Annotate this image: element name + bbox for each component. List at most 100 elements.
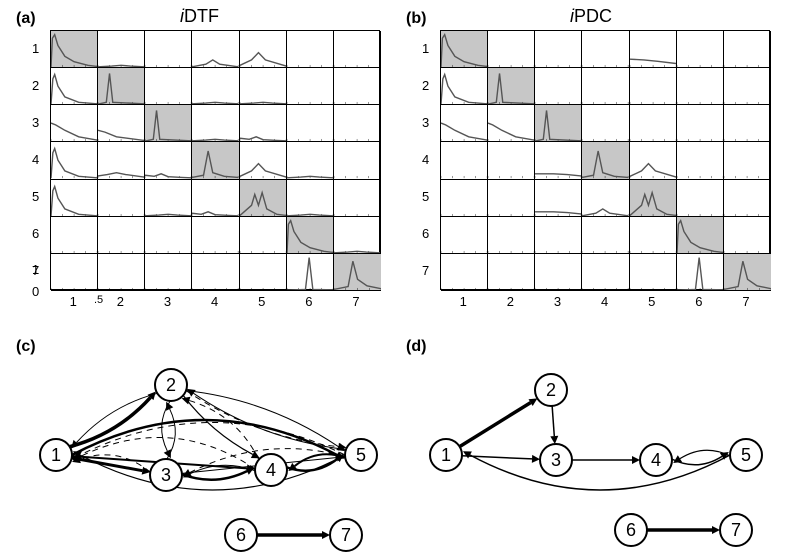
matrix-cell — [441, 31, 488, 68]
graph-node-label: 2 — [546, 380, 556, 400]
matrix-cell — [98, 217, 145, 254]
matrix-cell — [724, 180, 771, 217]
matrix-cell — [145, 254, 192, 291]
matrix-cell — [535, 105, 582, 142]
matrix-cell — [488, 105, 535, 142]
matrix-cell — [677, 31, 724, 68]
diagram-c: 1234567 — [16, 345, 396, 555]
matrix-cell — [334, 142, 381, 179]
graph-node-label: 4 — [266, 460, 276, 480]
matrix-cell — [240, 254, 287, 291]
col-label: 7 — [352, 294, 359, 309]
matrix-cell — [535, 31, 582, 68]
matrix-cell — [98, 105, 145, 142]
matrix-cell — [98, 180, 145, 217]
matrix-cell — [98, 254, 145, 291]
row-label: 5 — [422, 189, 429, 204]
matrix-cell — [488, 254, 535, 291]
matrix-cell — [145, 68, 192, 105]
xtick-5-a: .5 — [94, 294, 103, 306]
matrix-cell — [287, 68, 334, 105]
matrix-cell — [724, 105, 771, 142]
title-a-rest: DTF — [184, 6, 219, 26]
col-label: 6 — [695, 294, 702, 309]
matrix-cell — [145, 31, 192, 68]
matrix-cell — [441, 254, 488, 291]
graph-node-label: 6 — [236, 525, 246, 545]
matrix-cell — [488, 217, 535, 254]
matrix-cell — [630, 254, 677, 291]
matrix-cell — [488, 68, 535, 105]
graph-node-label: 1 — [441, 445, 451, 465]
ytick-1-a: 1 — [32, 262, 39, 277]
row-label: 6 — [422, 226, 429, 241]
row-label: 2 — [32, 78, 39, 93]
matrix-cell — [677, 105, 724, 142]
matrix-cell — [287, 254, 334, 291]
matrix-cell — [240, 68, 287, 105]
matrix-cell — [192, 31, 239, 68]
col-label: 1 — [460, 294, 467, 309]
matrix-cell — [240, 180, 287, 217]
matrix-cell — [630, 68, 677, 105]
matrix-cell — [724, 68, 771, 105]
matrix-cell — [145, 180, 192, 217]
matrix-cell — [535, 142, 582, 179]
matrix-cell — [145, 105, 192, 142]
matrix-cell — [441, 217, 488, 254]
matrix-cell — [582, 31, 629, 68]
matrix-cell — [334, 105, 381, 142]
matrix-cell — [724, 142, 771, 179]
row-label: 2 — [422, 78, 429, 93]
matrix-cell — [724, 31, 771, 68]
matrix-cell — [192, 68, 239, 105]
matrix-cell — [240, 31, 287, 68]
diagram-d: 1234567 — [406, 345, 786, 555]
matrix-cell — [677, 180, 724, 217]
matrix-cell — [145, 142, 192, 179]
col-label: 2 — [507, 294, 514, 309]
matrix-cell — [334, 217, 381, 254]
matrix-cell — [334, 31, 381, 68]
matrix-cell — [287, 180, 334, 217]
matrix-cell — [51, 68, 98, 105]
matrix-cell — [677, 217, 724, 254]
matrix-cell — [535, 254, 582, 291]
col-label: 2 — [117, 294, 124, 309]
matrix-cell — [145, 217, 192, 254]
matrix-cell — [192, 142, 239, 179]
matrix-cell — [240, 105, 287, 142]
matrix-cell — [535, 217, 582, 254]
ytick-0-a: 0 — [32, 284, 39, 299]
matrix-cell — [582, 254, 629, 291]
matrix-cell — [630, 31, 677, 68]
graph-node-label: 7 — [731, 520, 741, 540]
row-label: 3 — [422, 115, 429, 130]
panel-a-label: (a) — [16, 10, 36, 28]
matrix-cell — [98, 31, 145, 68]
matrix-cell — [334, 68, 381, 105]
col-label: 4 — [601, 294, 608, 309]
col-label: 1 — [70, 294, 77, 309]
matrix-cell — [192, 217, 239, 254]
matrix-cell — [441, 68, 488, 105]
matrix-cell — [98, 142, 145, 179]
matrix-cell — [441, 105, 488, 142]
col-label: 4 — [211, 294, 218, 309]
panel-a-title: iDTF — [180, 6, 219, 27]
matrix-cell — [192, 180, 239, 217]
title-b-rest: PDC — [574, 6, 612, 26]
graph-node-label: 2 — [166, 375, 176, 395]
matrix-cell — [192, 254, 239, 291]
matrix-cell — [582, 142, 629, 179]
col-label: 6 — [305, 294, 312, 309]
graph-node-label: 5 — [741, 445, 751, 465]
matrix-cell — [334, 254, 381, 291]
panel-b-label: (b) — [406, 10, 426, 28]
row-label: 4 — [32, 152, 39, 167]
matrix-cell — [287, 105, 334, 142]
matrix-cell — [630, 105, 677, 142]
matrix-cell — [98, 68, 145, 105]
matrix-cell — [51, 217, 98, 254]
row-label: 6 — [32, 226, 39, 241]
